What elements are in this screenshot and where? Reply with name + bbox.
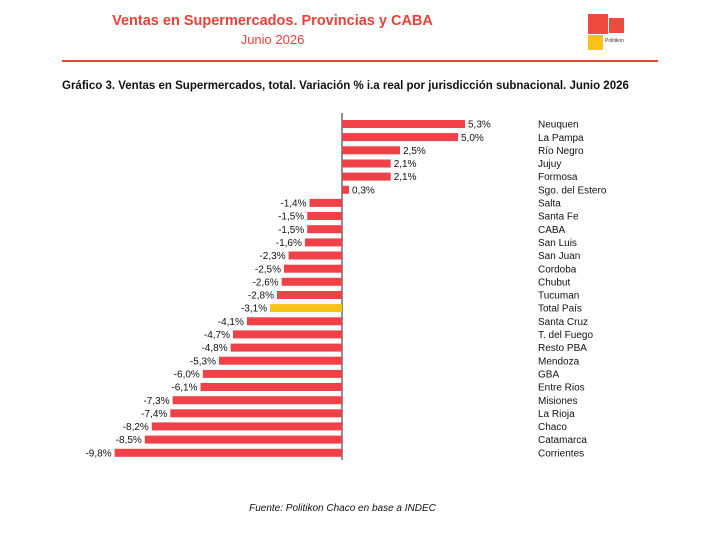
category-label: Santa Fe <box>538 212 579 223</box>
category-label: San Luis <box>538 238 577 249</box>
data-label: -1,6% <box>276 238 302 249</box>
bar-la-rioja <box>170 409 342 418</box>
category-label: Chubut <box>538 277 570 288</box>
logo-brand-text: Politikon <box>605 38 624 44</box>
data-label: -7,4% <box>141 409 167 420</box>
category-label: Entre Rios <box>538 383 585 394</box>
logo-red-small-square <box>609 18 624 33</box>
bar-r-o-negro <box>342 146 400 155</box>
category-label: Total País <box>538 304 582 315</box>
report-subtitle: Junio 2026 <box>240 32 305 47</box>
category-label: Chaco <box>538 422 567 433</box>
bar-entre-rios <box>200 383 342 391</box>
category-label: Catamarca <box>538 435 587 446</box>
category-label: Santa Cruz <box>538 317 588 328</box>
data-label: 2,1% <box>394 159 417 170</box>
chart-title: Gráfico 3. Ventas en Supermercados, tota… <box>62 80 629 92</box>
data-label: -1,5% <box>278 212 304 223</box>
category-label: CABA <box>538 225 566 236</box>
category-label: Corrientes <box>538 448 584 459</box>
data-label: -4,1% <box>218 317 244 328</box>
data-label: -4,8% <box>201 343 227 354</box>
data-label: -7,3% <box>143 396 169 407</box>
bar-formosa <box>342 172 391 181</box>
category-label: Resto PBA <box>538 343 587 354</box>
category-label: Mendoza <box>538 356 580 367</box>
bar-san-luis <box>304 238 342 247</box>
data-label: 5,3% <box>468 120 491 131</box>
bar-corrientes <box>114 448 342 457</box>
data-label: 0,3% <box>352 185 375 196</box>
data-label: -2,8% <box>248 291 274 302</box>
category-label: Jujuy <box>538 159 561 170</box>
bar-chart: 5,3% Neuquen 5,0% La Pampa 2,5% Río Negro 2,1%… <box>85 113 607 460</box>
category-label: Salta <box>538 199 561 210</box>
bar-la-pampa <box>342 133 458 142</box>
category-label: San Juan <box>538 251 580 262</box>
data-label: -6,0% <box>174 370 200 381</box>
category-label: T. del Fuego <box>538 330 593 341</box>
source-note: Fuente: Politikon Chaco en base a INDEC <box>249 503 436 514</box>
category-label: La Pampa <box>538 133 584 144</box>
bar-catamarca <box>144 435 342 444</box>
data-label: -1,5% <box>278 225 304 236</box>
logo-yellow-square <box>588 35 603 50</box>
bar-total-pa-s <box>270 304 342 313</box>
logo-red-square <box>588 14 608 34</box>
data-label: -3,1% <box>241 304 267 315</box>
data-label: -6,1% <box>171 383 197 394</box>
bar-misiones <box>172 396 342 405</box>
bar-tucuman <box>277 291 342 299</box>
data-label: -2,6% <box>253 277 279 288</box>
header-divider <box>62 60 658 62</box>
category-label: Sgo. del Estero <box>538 185 607 196</box>
category-label: Cordoba <box>538 264 577 275</box>
bar-sgo-del-estero <box>342 185 349 194</box>
bar-san-juan <box>288 251 342 260</box>
category-label: Misiones <box>538 396 577 407</box>
bar-mendoza <box>219 356 342 365</box>
category-label: GBA <box>538 370 559 381</box>
category-label: Tucuman <box>538 291 579 302</box>
data-label: -4,7% <box>204 330 230 341</box>
category-label: Río Negro <box>538 146 584 157</box>
bar-cordoba <box>284 264 342 273</box>
data-label: -5,3% <box>190 356 216 367</box>
bar-santa-fe <box>307 212 342 220</box>
bar-neuquen <box>342 120 465 128</box>
bar-chubut <box>281 277 342 286</box>
data-label: -2,5% <box>255 264 281 275</box>
data-label: -8,2% <box>123 422 149 433</box>
bar-chaco <box>151 422 342 431</box>
bar-jujuy <box>342 159 391 168</box>
data-label: -9,8% <box>85 448 111 459</box>
bar-santa-cruz <box>246 317 342 326</box>
category-label: La Rioja <box>538 409 575 420</box>
bar-salta <box>309 198 342 207</box>
data-label: -2,3% <box>259 251 285 262</box>
data-label: 5,0% <box>461 133 484 144</box>
data-label: -1,4% <box>280 199 306 210</box>
bar-resto-pba <box>230 343 342 352</box>
data-label: -8,5% <box>116 435 142 446</box>
report-title: Ventas en Supermercados. Provincias y CA… <box>112 13 433 29</box>
category-label: Neuquen <box>538 120 579 131</box>
bar-gba <box>202 369 342 378</box>
bar-t-del-fuego <box>233 330 342 339</box>
data-label: 2,1% <box>394 172 417 183</box>
bar-caba <box>307 225 342 234</box>
politikon-logo: Politikon <box>588 14 624 50</box>
category-label: Formosa <box>538 172 578 183</box>
data-label: 2,5% <box>403 146 426 157</box>
